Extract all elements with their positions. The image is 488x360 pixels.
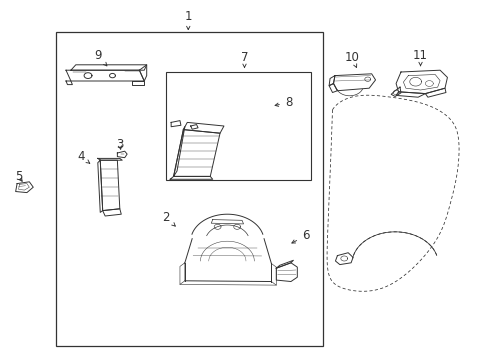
Text: 2: 2 <box>162 211 175 226</box>
Text: 7: 7 <box>240 51 248 67</box>
Text: 8: 8 <box>275 96 292 109</box>
Text: 11: 11 <box>412 49 427 66</box>
Text: 5: 5 <box>15 170 22 183</box>
Text: 10: 10 <box>344 51 359 68</box>
Text: 1: 1 <box>184 10 192 30</box>
Text: 6: 6 <box>291 229 309 243</box>
Bar <box>166 72 310 180</box>
Bar <box>56 32 322 346</box>
Text: 4: 4 <box>77 150 90 163</box>
Text: 9: 9 <box>94 49 107 66</box>
Text: 3: 3 <box>116 138 123 150</box>
